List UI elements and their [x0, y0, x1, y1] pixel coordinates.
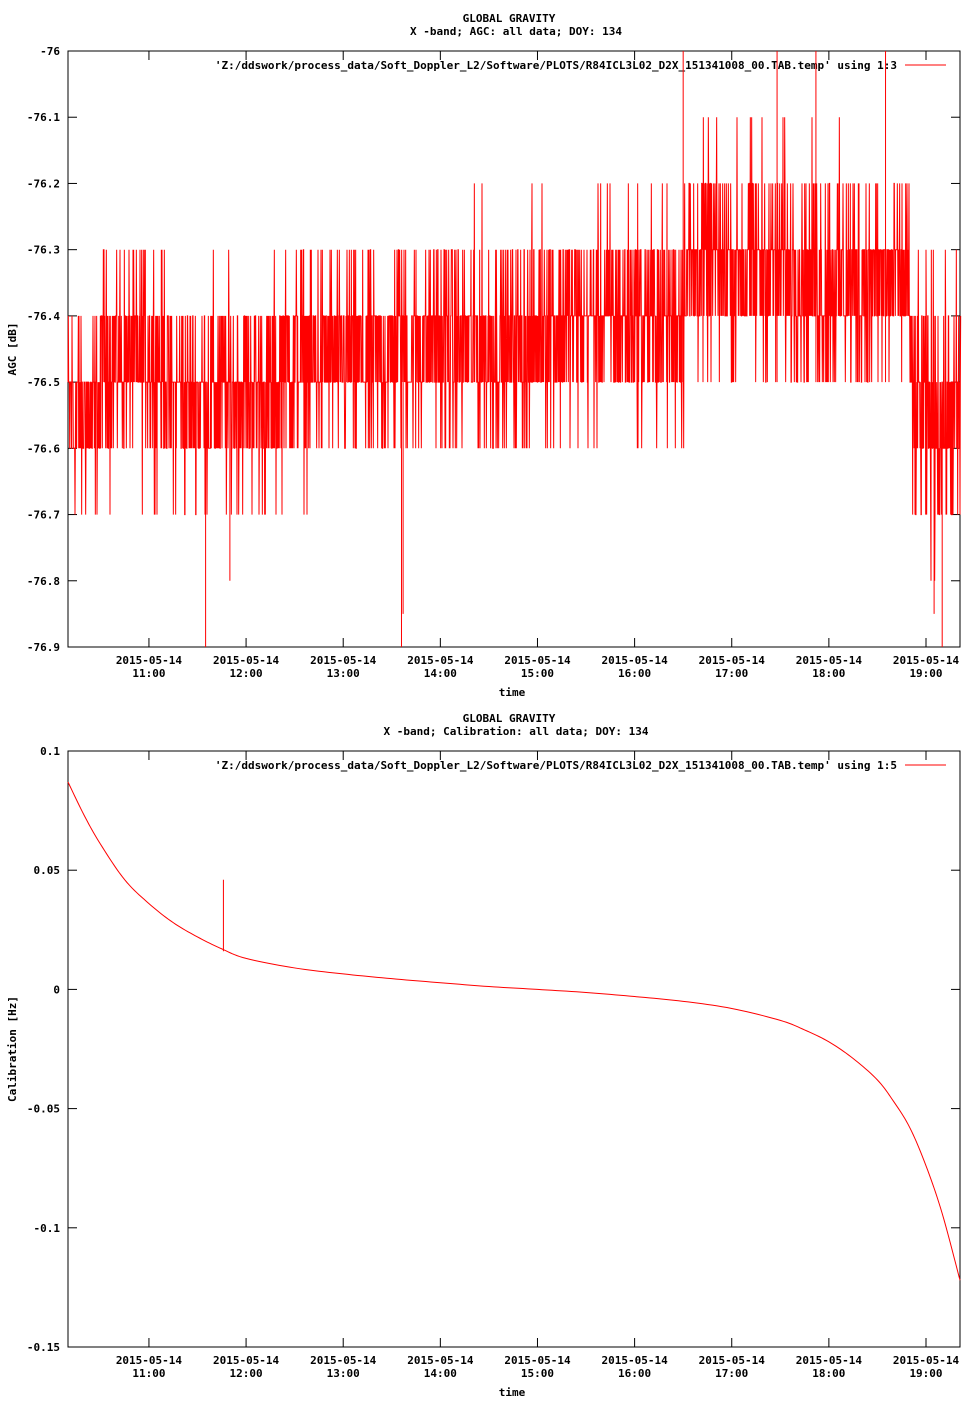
chart1-y-tick-label: -76.4	[27, 310, 60, 323]
chart2-x-tick-label-time: 12:00	[230, 1367, 263, 1380]
chart1-x-tick-label-time: 17:00	[715, 667, 748, 680]
chart1-x-tick-label-time: 12:00	[230, 667, 263, 680]
chart1-x-tick-label-time: 18:00	[812, 667, 845, 680]
chart1-y-tick-label: -76.2	[27, 177, 60, 190]
chart2-y-tick-label: -0.1	[34, 1222, 61, 1235]
chart2-x-tick-label-date: 2015-05-14	[893, 1354, 960, 1367]
chart2-x-tick-label-time: 14:00	[424, 1367, 457, 1380]
chart2-x-tick-label-time: 17:00	[715, 1367, 748, 1380]
chart2-subtitle: X -band; Calibration: all data; DOY: 134	[384, 725, 649, 738]
chart2-x-tick-label-date: 2015-05-14	[213, 1354, 280, 1367]
chart2-x-tick-label-time: 18:00	[812, 1367, 845, 1380]
chart2-title: GLOBAL GRAVITY	[463, 712, 556, 725]
chart1-x-tick-label-date: 2015-05-14	[310, 654, 377, 667]
chart2-x-tick-label-time: 19:00	[909, 1367, 942, 1380]
chart1-y-tick-label: -76.6	[27, 442, 60, 455]
chart1-x-tick-label-date: 2015-05-14	[893, 654, 960, 667]
chart2-y-tick-label: 0.1	[40, 745, 60, 758]
chart2-y-axis-label: Calibration [Hz]	[6, 996, 19, 1102]
chart1-x-tick-label-time: 11:00	[132, 667, 165, 680]
chart2-series-line	[67, 781, 961, 1281]
chart2-x-tick-label-time: 15:00	[521, 1367, 554, 1380]
chart1-y-tick-label: -76.8	[27, 575, 60, 588]
chart2-x-tick-label-date: 2015-05-14	[116, 1354, 183, 1367]
chart1-y-tick-label: -76.9	[27, 641, 60, 654]
chart2-x-tick-label-date: 2015-05-14	[407, 1354, 474, 1367]
chart1-subtitle: X -band; AGC: all data; DOY: 134	[410, 25, 622, 38]
chart2-x-tick-label-date: 2015-05-14	[699, 1354, 766, 1367]
chart1-y-tick-label: -76.5	[27, 376, 60, 389]
chart1-x-tick-label-time: 14:00	[424, 667, 457, 680]
chart2-x-tick-label-time: 13:00	[327, 1367, 360, 1380]
chart1-x-tick-label-date: 2015-05-14	[407, 654, 474, 667]
chart1-x-tick-label-date: 2015-05-14	[504, 654, 571, 667]
chart2-x-tick-label-date: 2015-05-14	[504, 1354, 571, 1367]
chart1-x-tick-label-date: 2015-05-14	[796, 654, 863, 667]
chart2-x-tick-label-date: 2015-05-14	[601, 1354, 668, 1367]
chart1-y-axis-label: AGC [dB]	[6, 323, 19, 376]
chart2-y-tick-label: 0	[53, 983, 60, 996]
chart1-x-tick-label-date: 2015-05-14	[699, 654, 766, 667]
chart2-x-axis-label: time	[499, 1386, 526, 1399]
chart2-x-tick-label-time: 16:00	[618, 1367, 651, 1380]
chart2-plot-frame	[67, 750, 961, 1348]
chart2-x-tick-label-date: 2015-05-14	[796, 1354, 863, 1367]
chart1-x-tick-label-date: 2015-05-14	[213, 654, 280, 667]
chart2-y-tick-label: 0.05	[34, 864, 61, 877]
chart1-series-line	[67, 117, 962, 581]
chart2-y-tick-label: -0.05	[27, 1103, 60, 1116]
chart1-x-tick-label-time: 16:00	[618, 667, 651, 680]
chart1-x-tick-label-time: 19:00	[909, 667, 942, 680]
chart2-y-tick-label: -0.15	[27, 1341, 60, 1354]
chart1-y-tick-label: -76.1	[27, 111, 60, 124]
chart2-legend-label: 'Z:/ddswork/process_data/Soft_Doppler_L2…	[215, 759, 897, 772]
chart1-x-tick-label-date: 2015-05-14	[601, 654, 668, 667]
chart2-x-tick-label-date: 2015-05-14	[310, 1354, 377, 1367]
chart1-x-tick-label-time: 15:00	[521, 667, 554, 680]
chart1-x-tick-label-time: 13:00	[327, 667, 360, 680]
chart1-x-axis-label: time	[499, 686, 526, 699]
chart2-x-tick-label-time: 11:00	[132, 1367, 165, 1380]
chart1-y-tick-label: -76	[40, 45, 60, 58]
chart1-legend-label: 'Z:/ddswork/process_data/Soft_Doppler_L2…	[215, 59, 897, 72]
chart1-x-tick-label-date: 2015-05-14	[116, 654, 183, 667]
chart1-y-tick-label: -76.3	[27, 244, 60, 257]
chart1-y-tick-label: -76.7	[27, 509, 60, 522]
chart1-title: GLOBAL GRAVITY	[463, 12, 556, 25]
